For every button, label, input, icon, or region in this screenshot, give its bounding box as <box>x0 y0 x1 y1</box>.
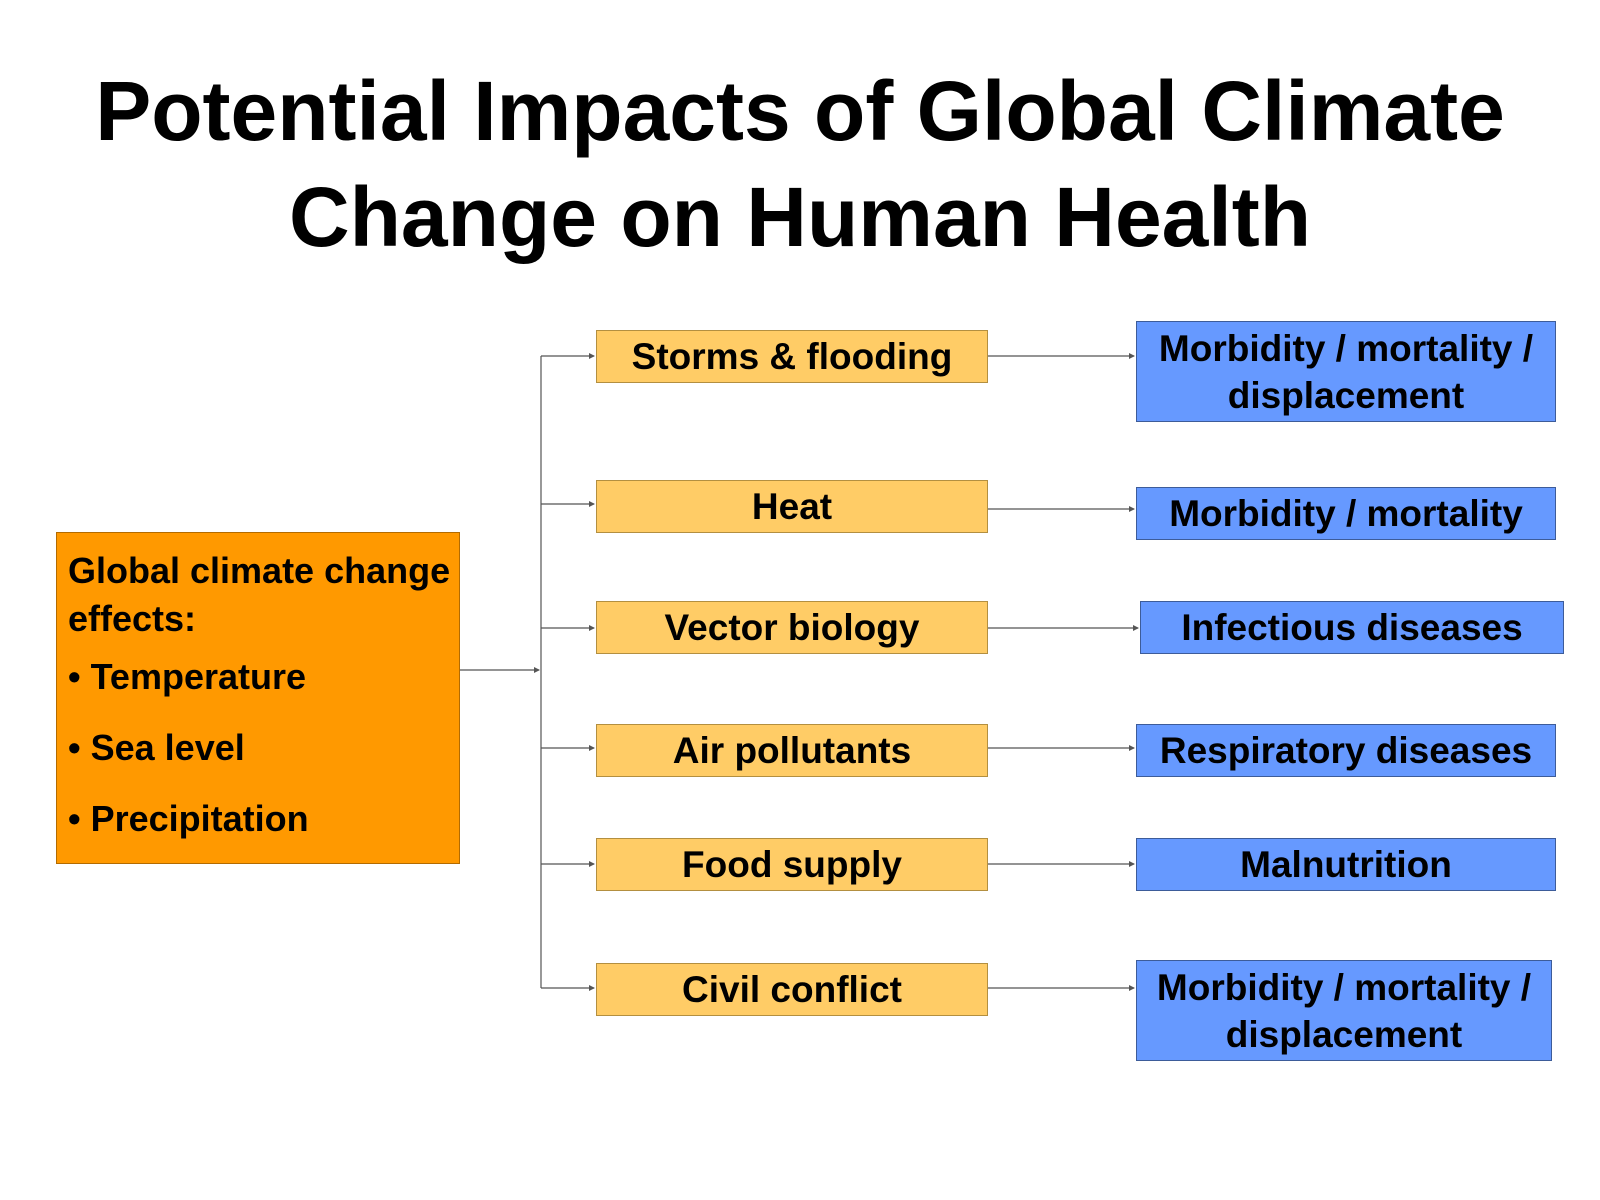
slide-title: Potential Impacts of Global Climate Chan… <box>0 58 1600 270</box>
effect-sea-level: Sea level <box>68 726 459 770</box>
factor-food-supply: Food supply <box>596 838 988 891</box>
outcome-malnutrition: Malnutrition <box>1136 838 1556 891</box>
factor-heat: Heat <box>596 480 988 533</box>
outcome-respiratory-diseases: Respiratory diseases <box>1136 724 1556 777</box>
factor-vector-biology: Vector biology <box>596 601 988 654</box>
outcome-morbidity-mortality: Morbidity / mortality <box>1136 487 1556 540</box>
effect-temperature: Temperature <box>68 655 459 699</box>
title-line-1: Potential Impacts of Global Climate <box>95 64 1505 158</box>
title-line-2: Change on Human Health <box>288 170 1312 264</box>
factor-storms-flooding: Storms & flooding <box>596 330 988 383</box>
outcome-infectious-diseases: Infectious diseases <box>1140 601 1564 654</box>
climate-effects-list: Temperature Sea level Precipitation <box>68 655 459 841</box>
outcome-morbidity-mortality-displacement-2: Morbidity / mortality / displacement <box>1136 960 1552 1061</box>
climate-effects-heading: Global climate change effects: <box>68 550 451 639</box>
climate-effects-box: Global climate change effects: Temperatu… <box>56 532 460 864</box>
factor-air-pollutants: Air pollutants <box>596 724 988 777</box>
factor-civil-conflict: Civil conflict <box>596 963 988 1016</box>
effect-precipitation: Precipitation <box>68 797 459 841</box>
outcome-morbidity-mortality-displacement-1: Morbidity / mortality / displacement <box>1136 321 1556 422</box>
